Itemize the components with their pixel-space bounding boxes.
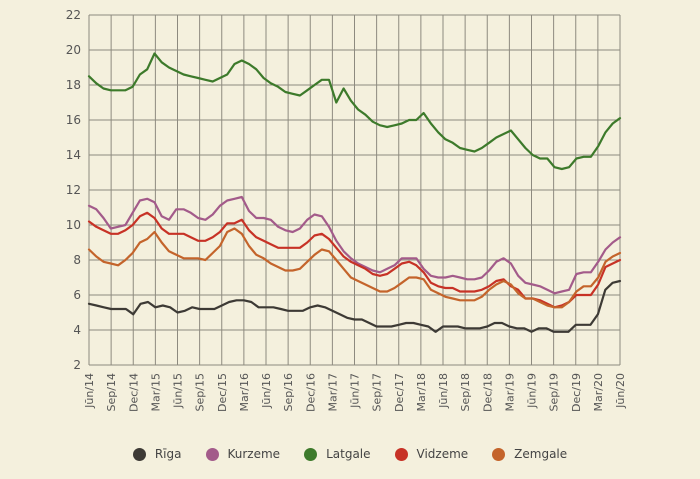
y-tick-label: 2 xyxy=(73,358,81,372)
x-tick-label: Mar/15 xyxy=(149,373,162,411)
legend-swatch xyxy=(132,447,146,461)
y-tick-label: 22 xyxy=(66,8,81,22)
x-tick-label: Sep/18 xyxy=(459,373,472,411)
x-tick-label: Sep/14 xyxy=(105,373,118,411)
legend-item: Zemgale xyxy=(492,447,567,461)
legend-swatch xyxy=(492,447,506,461)
legend-label: Vidzeme xyxy=(416,447,469,461)
x-tick-label: Dec/19 xyxy=(570,373,583,412)
x-tick-label: Sep/17 xyxy=(371,373,384,411)
legend-swatch xyxy=(205,447,219,461)
x-axis-ticks: Jūn/14 Sep/14 Dec/14 Mar/15 Jūn/15 Sep/15 Dec/… xyxy=(83,373,627,412)
x-tick-label: Mar/17 xyxy=(326,373,339,411)
x-tick-label: Jūn/15 xyxy=(172,373,185,409)
series-lines xyxy=(87,52,622,333)
legend-label: Zemgale xyxy=(514,447,568,461)
x-tick-label: Dec/14 xyxy=(127,373,140,412)
legend-label: Latgale xyxy=(326,447,371,461)
y-axis-ticks: 2 4 6 8 10 12 14 16 18 20 22 xyxy=(66,8,81,372)
series-line-kurzeme xyxy=(87,195,622,295)
x-tick-label: Dec/16 xyxy=(304,373,317,412)
legend-swatch xyxy=(394,447,408,461)
x-tick-label: Mar/20 xyxy=(592,373,605,411)
x-tick-label: Dec/17 xyxy=(393,373,406,412)
x-tick-label: Sep/16 xyxy=(282,373,295,411)
legend-item: Rīga xyxy=(132,447,182,461)
x-tick-label: Jūn/16 xyxy=(260,373,273,409)
y-tick-label: 16 xyxy=(66,113,81,127)
x-tick-label: Jūn/18 xyxy=(437,373,450,409)
legend-swatch xyxy=(304,447,318,461)
x-tick-label: Jūn/20 xyxy=(614,373,627,409)
y-tick-label: 12 xyxy=(66,183,81,197)
legend-item: Vidzeme xyxy=(394,447,469,461)
x-tick-label: Jūn/14 xyxy=(83,373,96,409)
y-tick-label: 18 xyxy=(66,78,81,92)
grid xyxy=(88,14,621,366)
x-tick-label: Mar/16 xyxy=(238,373,251,411)
legend-item: Kurzeme xyxy=(205,447,281,461)
series-line-zemgale xyxy=(87,227,622,309)
x-tick-label: Sep/19 xyxy=(548,373,561,411)
y-tick-label: 20 xyxy=(66,43,81,57)
x-tick-label: Jūn/17 xyxy=(349,373,362,409)
legend-label: Rīga xyxy=(154,447,182,461)
x-tick-label: Sep/15 xyxy=(194,373,207,411)
legend: Rīga Kurzeme Latgale Vidzeme Zemgale xyxy=(0,447,700,461)
x-tick-label: Mar/19 xyxy=(503,373,516,411)
series-line-latgale xyxy=(87,52,622,171)
legend-item: Latgale xyxy=(304,447,371,461)
x-tick-label: Dec/18 xyxy=(481,373,494,412)
y-tick-label: 6 xyxy=(73,288,81,302)
x-tick-label: Dec/15 xyxy=(216,373,229,412)
y-tick-label: 14 xyxy=(66,148,81,162)
y-tick-label: 4 xyxy=(73,323,81,337)
y-tick-label: 8 xyxy=(73,253,81,267)
y-tick-label: 10 xyxy=(66,218,81,232)
series-line-riga xyxy=(87,279,622,333)
x-tick-label: Mar/18 xyxy=(415,373,428,411)
x-tick-label: Jūn/19 xyxy=(526,373,539,409)
legend-label: Kurzeme xyxy=(227,447,281,461)
